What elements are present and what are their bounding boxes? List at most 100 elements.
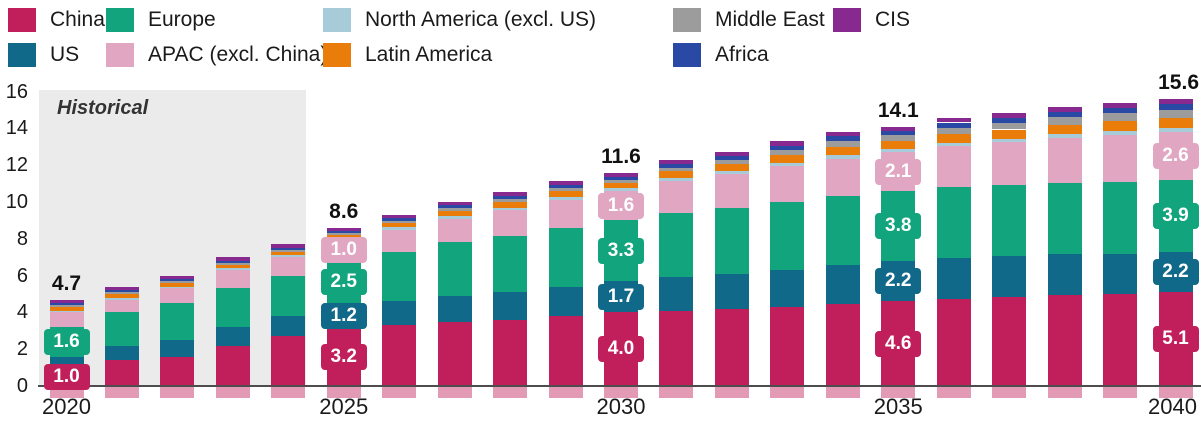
bar-2027-segment-africa	[437, 205, 472, 209]
bar-2022-below-axis-fade	[160, 386, 195, 398]
bar-2024-segment-apac-excl-china	[271, 257, 306, 276]
bar-2039-below-axis-fade	[1103, 386, 1138, 398]
bar-2027-segment-europe	[437, 242, 472, 296]
bar-2039-segment-latin-america	[1103, 121, 1138, 132]
segment-label-2025-apac-excl-china: 1.0	[320, 236, 367, 263]
bar-2020-segment-us	[49, 356, 84, 368]
legend-swatch-china	[8, 8, 36, 32]
total-label-2020: 4.7	[51, 271, 82, 295]
bar-2022-segment-latin-america	[160, 282, 195, 287]
bar-2024-segment-latin-america	[271, 251, 306, 256]
bar-2030-segment-cis	[604, 172, 638, 177]
segment-label-2030-europe: 3.3	[598, 237, 644, 264]
bar-2022-segment-africa	[160, 279, 195, 282]
y-tick-label-16: 16	[5, 80, 28, 103]
bar-2031-segment-cis	[659, 160, 694, 165]
bar-2040-below-axis-fade	[1158, 386, 1193, 398]
bar-2026-segment-north-america-excl-us	[382, 227, 417, 230]
legend-label-us: US	[50, 43, 80, 66]
bar-2027-segment-china	[437, 321, 472, 386]
bar-2028-segment-china	[493, 319, 528, 386]
bar-2035-segment-latin-america	[881, 140, 916, 150]
bar-2033-segment-africa	[770, 145, 805, 151]
bar-2026-segment-europe	[382, 251, 417, 302]
bar-2031-segment-europe	[659, 213, 694, 278]
bar-2033-segment-china	[770, 306, 805, 386]
bar-2035-segment-cis	[881, 126, 916, 131]
x-tick-label-2030: 2030	[596, 394, 646, 419]
segment-label-2040-europe: 3.9	[1152, 202, 1199, 229]
bar-2021-segment-us	[104, 346, 139, 361]
bar-2030-segment-north-america-excl-us	[604, 188, 638, 191]
bar-2024-segment-cis	[271, 244, 306, 248]
segment-label-2020-china: 1.0	[43, 363, 90, 390]
bar-2034-segment-china	[825, 304, 860, 386]
x-tick-label-2035: 2035	[873, 394, 923, 419]
legend-item-africa: Africa	[673, 43, 769, 67]
y-tick-label-12: 12	[5, 154, 28, 177]
bar-2036-segment-us	[936, 258, 971, 299]
segment-label-2025-europe: 2.5	[320, 269, 367, 296]
bar-2039-segment-us	[1103, 253, 1138, 294]
y-tick-label-10: 10	[5, 191, 28, 213]
bar-2022-segment-north-america-excl-us	[160, 286, 195, 289]
legend-label-europe: Europe	[148, 8, 216, 31]
segment-label-2040-apac-excl-china: 2.6	[1152, 143, 1199, 169]
bar-2029-segment-africa	[548, 184, 583, 189]
bar-2028-segment-europe	[493, 236, 528, 293]
bar-2037-segment-apac-excl-china	[992, 142, 1027, 186]
bar-2034-segment-middle-east	[825, 141, 860, 147]
bar-2027-below-axis-fade	[437, 386, 472, 398]
bar-2024-below-axis-fade	[271, 386, 306, 398]
bar-2023-segment-africa	[215, 260, 250, 263]
y-tick-label-0: 0	[16, 375, 28, 397]
bar-2020-segment-north-america-excl-us	[49, 310, 84, 313]
bar-2021-segment-latin-america	[104, 294, 139, 298]
legend-swatch-us	[8, 43, 36, 67]
bar-2031-segment-us	[659, 277, 694, 311]
bar-2020-segment-cis	[49, 299, 84, 304]
bar-2036-segment-latin-america	[936, 133, 971, 143]
legend-label-china: China	[50, 8, 105, 31]
bar-2034-segment-apac-excl-china	[825, 158, 860, 197]
x-axis-line	[38, 385, 1201, 387]
bar-2032-segment-africa	[714, 155, 749, 160]
bar-2020-segment-latin-america	[49, 306, 84, 311]
legend-label-north-america-excl-us: North America (excl. US)	[365, 8, 597, 31]
bar-2024-segment-us	[271, 316, 306, 337]
bar-2028-segment-apac-excl-china	[493, 210, 528, 237]
bar-2027-segment-north-america-excl-us	[437, 216, 472, 219]
bar-2032-segment-north-america-excl-us	[714, 171, 749, 175]
y-tick-label-4: 4	[16, 301, 28, 324]
bar-2024-segment-china	[271, 336, 306, 386]
bar-2023-segment-china	[215, 345, 250, 386]
bar-2038-segment-us	[1047, 254, 1082, 295]
bar-2027-segment-middle-east	[437, 208, 472, 211]
bar-2028-segment-latin-america	[493, 201, 528, 208]
y-tick-label-8: 8	[16, 227, 28, 250]
legend-item-north-america-excl-us: North America (excl. US)	[323, 8, 596, 32]
segment-label-2040-us: 2.2	[1152, 258, 1199, 285]
bar-2023-segment-middle-east	[215, 262, 250, 265]
bar-2029-segment-us	[548, 286, 583, 317]
bar-2025-segment-cis	[326, 227, 361, 232]
bar-2038-segment-apac-excl-china	[1047, 137, 1082, 183]
bar-2022-segment-middle-east	[160, 281, 195, 283]
bar-2030-segment-africa	[604, 176, 638, 180]
bar-2021-segment-africa	[104, 290, 139, 293]
bar-2033-segment-latin-america	[770, 154, 805, 163]
bar-2034-segment-africa	[825, 136, 860, 142]
bar-2021-segment-north-america-excl-us	[104, 297, 139, 300]
legend-label-cis: CIS	[875, 8, 911, 31]
bar-2032-segment-europe	[714, 207, 749, 274]
bar-2040-segment-cis	[1158, 98, 1193, 105]
bar-2029-segment-europe	[548, 227, 583, 287]
total-label-2035: 14.1	[877, 98, 919, 122]
bar-2038-below-axis-fade	[1047, 386, 1082, 398]
bar-2036-segment-cis	[936, 118, 971, 123]
legend-swatch-middle-east	[673, 8, 701, 32]
bar-2033-segment-middle-east	[770, 150, 805, 155]
bar-2034-segment-north-america-excl-us	[825, 155, 860, 159]
x-tick-label-2025: 2025	[319, 394, 369, 419]
bar-2036-segment-africa	[936, 122, 971, 128]
